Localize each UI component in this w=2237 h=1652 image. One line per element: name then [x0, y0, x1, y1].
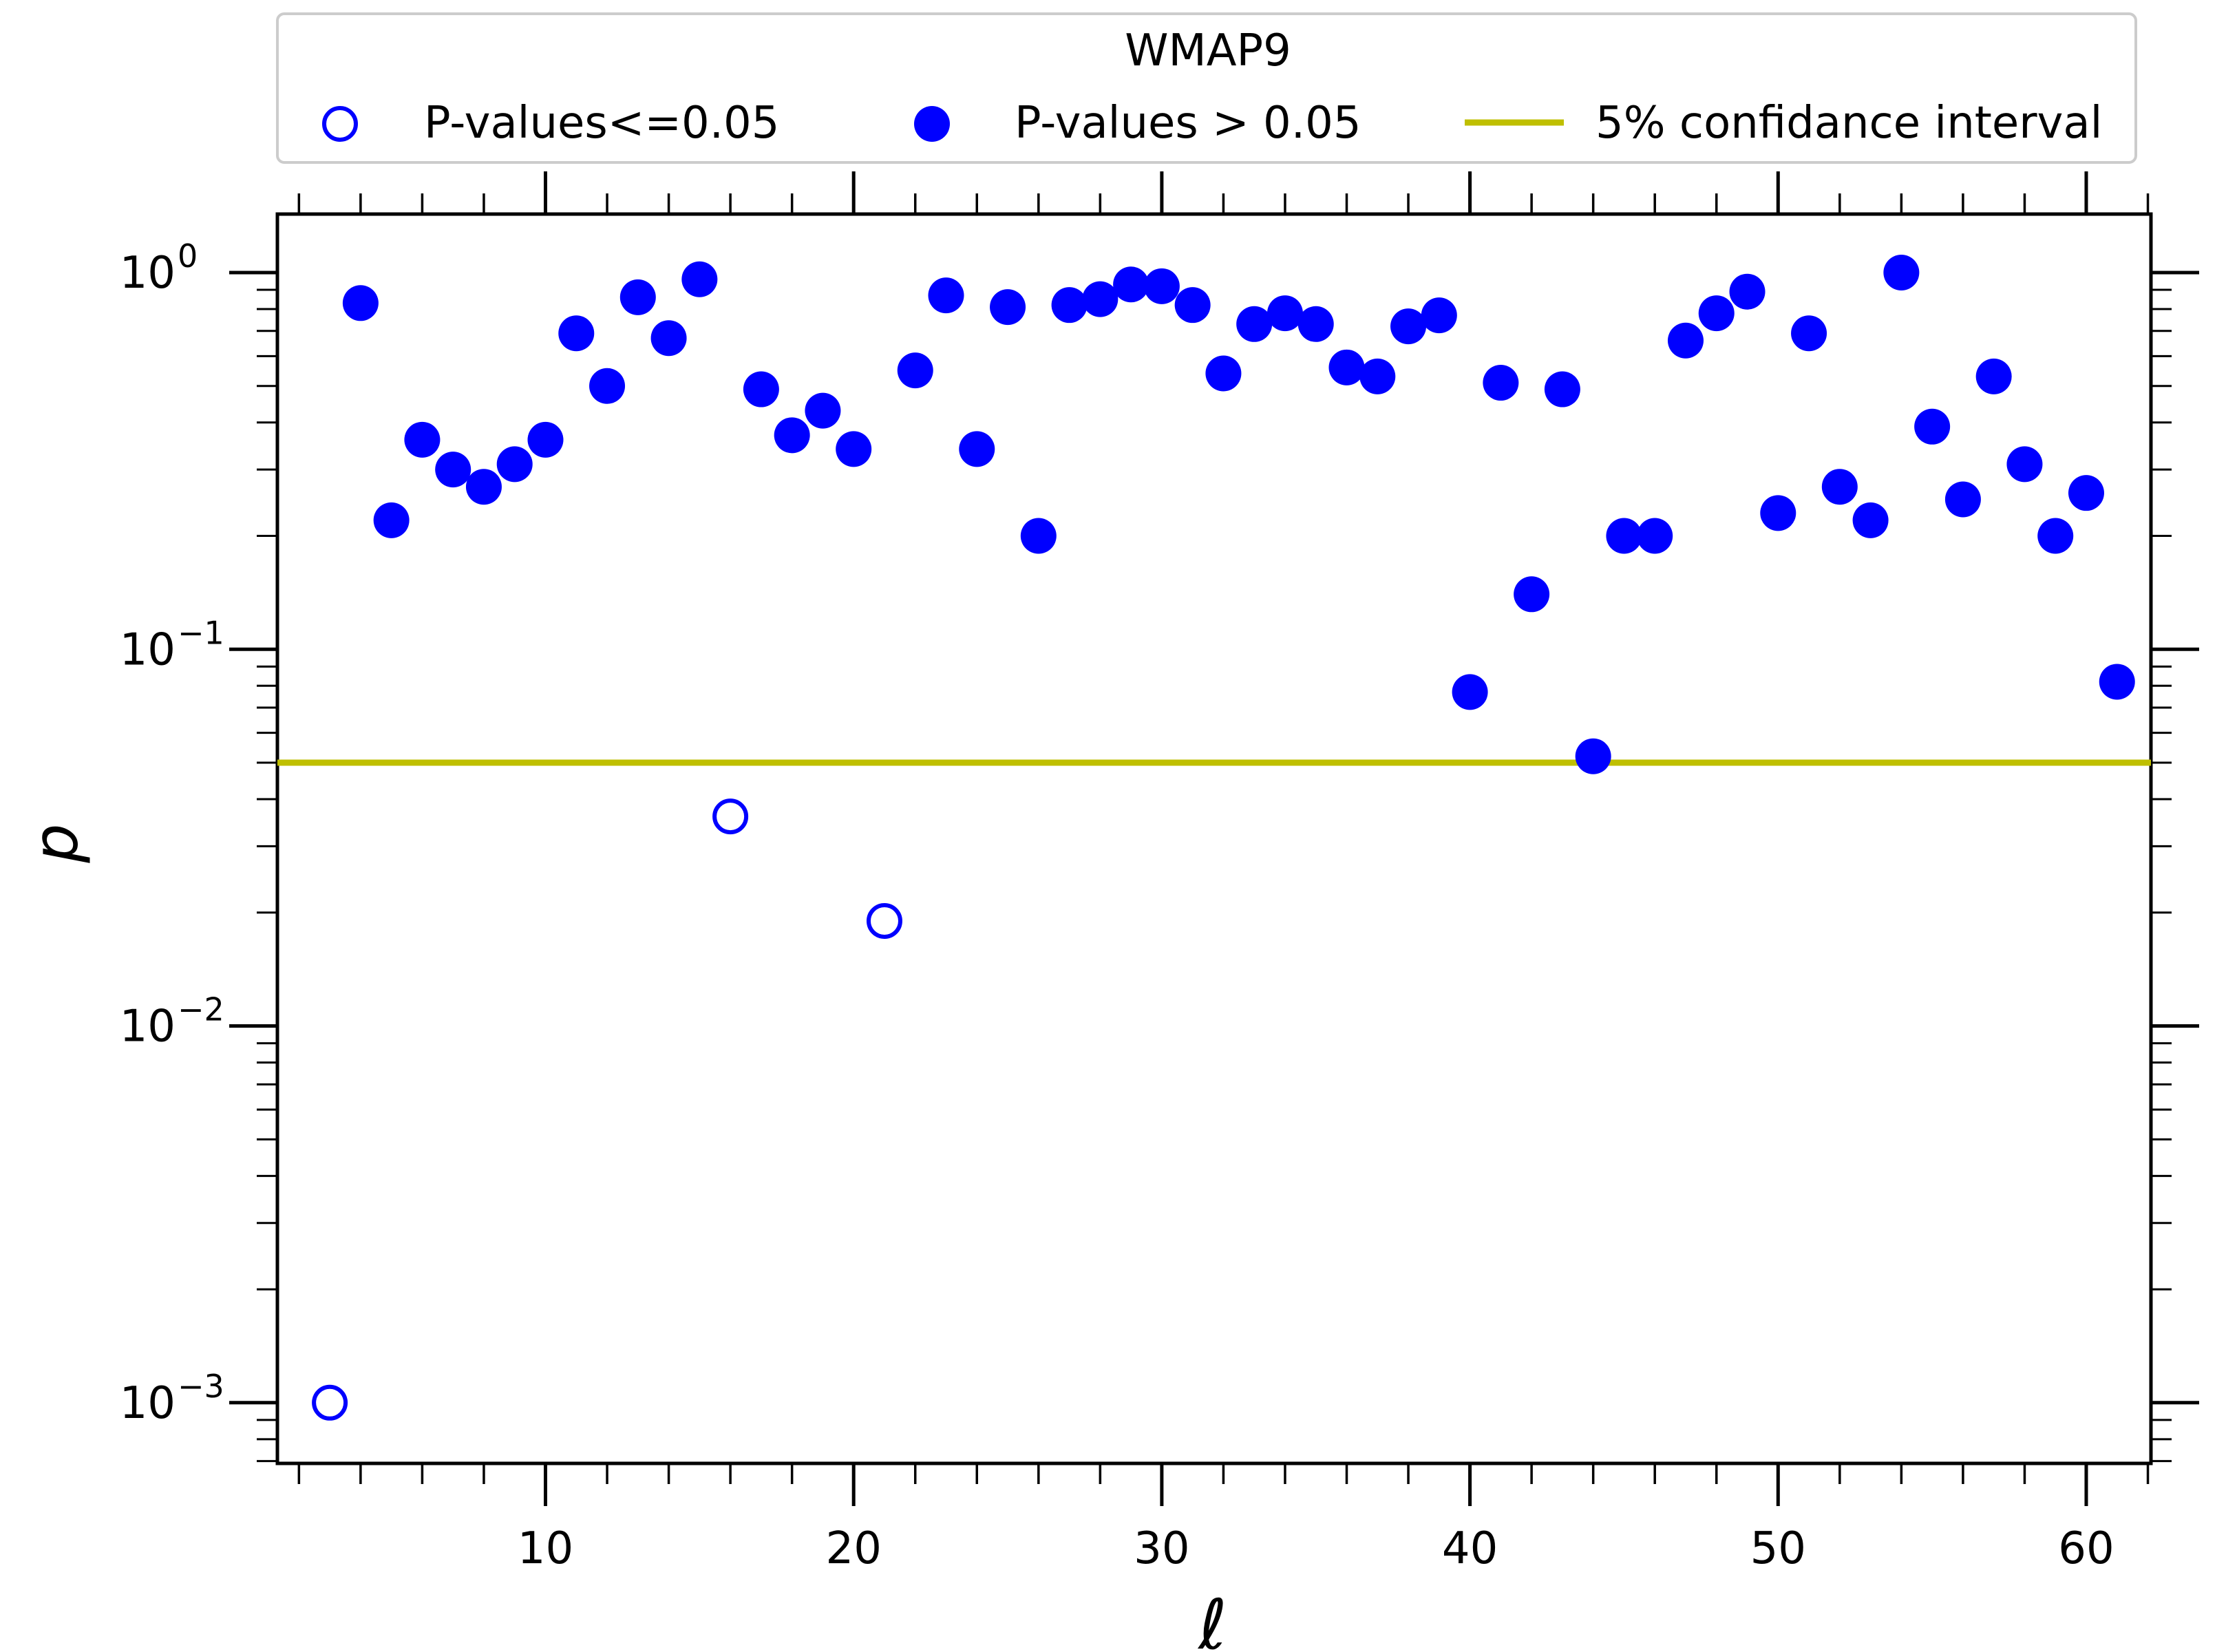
point-filled: [1113, 266, 1149, 303]
data-points: [312, 255, 2135, 1421]
legend-filled-circle-icon: [914, 106, 950, 142]
y-tick-exponent: −3: [178, 1368, 224, 1405]
plot-frame: [275, 212, 2153, 1465]
point-filled: [1236, 306, 1273, 342]
point-filled: [1852, 502, 1889, 538]
point-filled: [342, 285, 379, 321]
y-tick-label: 10: [120, 1002, 176, 1052]
y-axis-label: p: [20, 823, 92, 863]
point-filled: [1452, 674, 1488, 710]
point-filled: [1637, 518, 1673, 554]
point-filled: [2037, 518, 2074, 554]
point-filled: [1698, 295, 1735, 332]
point-filled: [1051, 287, 1088, 324]
y-tick-exponent: −2: [178, 991, 224, 1028]
point-filled: [435, 452, 471, 488]
point-filled: [1266, 295, 1303, 332]
point-filled: [1883, 255, 1920, 291]
point-open: [866, 902, 902, 939]
point-filled: [1082, 281, 1118, 317]
point-filled: [527, 421, 564, 458]
legend-open-circle-icon: [322, 106, 358, 142]
point-filled: [805, 392, 841, 429]
x-tick-label: 50: [1750, 1523, 1806, 1574]
legend-frame: [276, 12, 2137, 164]
point-filled: [959, 431, 995, 467]
point-filled: [1174, 287, 1211, 324]
point-filled: [1914, 408, 1951, 445]
point-filled: [897, 352, 933, 389]
point-open: [712, 798, 749, 835]
point-filled: [990, 289, 1026, 326]
point-filled: [774, 417, 810, 454]
point-open: [312, 1384, 348, 1421]
y-tick-exponent: −1: [178, 614, 224, 651]
point-filled: [619, 279, 656, 315]
point-filled: [496, 446, 533, 483]
x-tick-label: 60: [2058, 1523, 2114, 1574]
legend-label-open: P-values<=0.05: [424, 98, 779, 149]
legend-label-filled: P-values > 0.05: [1015, 98, 1361, 149]
axis-ticks: [229, 171, 2199, 1506]
point-filled: [1975, 358, 2012, 394]
x-tick-label: 20: [825, 1523, 881, 1574]
x-tick-label: 30: [1134, 1523, 1189, 1574]
point-filled: [2099, 664, 2135, 700]
point-filled: [1729, 273, 1766, 310]
point-filled: [928, 277, 964, 314]
point-filled: [1328, 349, 1365, 385]
point-filled: [1390, 308, 1427, 345]
legend: WMAP9 P-values<=0.05 P-values > 0.05 5% …: [276, 12, 2137, 164]
y-tick-label: 10: [120, 248, 176, 299]
point-filled: [836, 431, 872, 467]
point-filled: [465, 469, 502, 505]
point-filled: [1143, 268, 1180, 304]
point-filled: [1760, 495, 1796, 531]
point-filled: [1297, 306, 1334, 342]
point-filled: [589, 368, 626, 404]
point-filled: [681, 261, 718, 297]
point-filled: [2068, 475, 2104, 511]
point-filled: [1821, 469, 1858, 505]
point-filled: [650, 320, 687, 357]
point-filled: [1359, 358, 1396, 394]
legend-title: WMAP9: [1125, 25, 1291, 76]
point-filled: [1544, 371, 1580, 407]
point-filled: [558, 315, 595, 352]
point-filled: [1944, 481, 1981, 518]
legend-label-line: 5% confidance interval: [1595, 98, 2102, 149]
x-axis-label: ℓ: [1197, 1585, 1227, 1652]
x-tick-label: 10: [518, 1523, 573, 1574]
point-filled: [1606, 518, 1642, 554]
x-tick-label: 40: [1442, 1523, 1498, 1574]
y-tick-label: 10: [120, 624, 176, 675]
point-filled: [1483, 365, 1519, 401]
point-filled: [2006, 446, 2043, 483]
point-filled: [1421, 297, 1457, 334]
point-filled: [1791, 315, 1827, 352]
point-filled: [743, 371, 779, 407]
point-filled: [1205, 355, 1242, 392]
point-filled: [1514, 576, 1550, 613]
point-filled: [373, 502, 410, 538]
point-filled: [1667, 322, 1704, 359]
y-tick-label: 10: [120, 1378, 176, 1429]
point-filled: [1020, 518, 1057, 554]
y-tick-exponent: 0: [178, 237, 198, 275]
point-filled: [404, 421, 441, 458]
point-filled: [1575, 738, 1611, 774]
